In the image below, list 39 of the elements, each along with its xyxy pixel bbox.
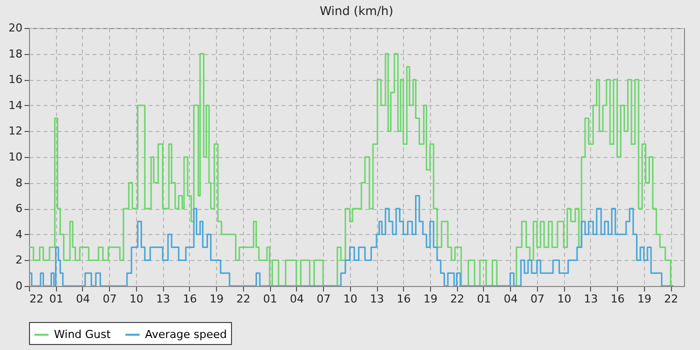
x-tick-label: 22 xyxy=(450,292,464,306)
x-tick-label: 10 xyxy=(557,292,572,306)
y-tick-label: 20 xyxy=(8,22,22,34)
y-tick-label: 18 xyxy=(8,47,22,60)
y-tick-label: 8 xyxy=(16,176,22,190)
y-tick-label: 2 xyxy=(16,254,22,267)
legend-label: Wind Gust xyxy=(54,328,112,341)
x-tick-label: 19 xyxy=(210,292,224,306)
x-tick-label: 04 xyxy=(290,292,304,306)
x-tick-label: 22 xyxy=(30,292,44,306)
y-tick-label: 10 xyxy=(8,150,22,164)
x-tick-label: 16 xyxy=(610,292,625,306)
legend-label: Average speed xyxy=(145,328,227,341)
x-tick-label: 22 xyxy=(236,292,250,306)
y-tick-label: 14 xyxy=(8,98,22,112)
x-tick-label: 13 xyxy=(370,292,384,306)
x-tick-label: 01 xyxy=(263,292,278,306)
x-tick-label: 13 xyxy=(156,292,170,306)
x-tick-label: 10 xyxy=(129,292,144,306)
y-tick-label: 6 xyxy=(16,202,22,216)
x-tick-label: 07 xyxy=(316,292,331,306)
y-tick-label: 16 xyxy=(8,73,22,86)
x-tick-label: 22 xyxy=(664,292,678,306)
x-tick-label: 01 xyxy=(476,292,491,306)
y-tick-label: 4 xyxy=(16,228,22,241)
chart-title: Wind (km/h) xyxy=(320,4,394,18)
x-tick-label: 16 xyxy=(396,292,411,306)
y-tick-label: 12 xyxy=(8,124,22,138)
x-tick-label: 04 xyxy=(504,292,518,306)
x-tick-label: 04 xyxy=(76,292,90,306)
x-tick-label: 07 xyxy=(102,292,117,306)
x-tick-label: 13 xyxy=(584,292,598,306)
x-tick-label: 10 xyxy=(343,292,358,306)
x-tick-label: 07 xyxy=(530,292,544,306)
y-tick-label: 0 xyxy=(16,280,22,292)
x-tick-label: 19 xyxy=(424,292,438,306)
x-tick-label: 16 xyxy=(182,292,197,306)
x-tick-label: 19 xyxy=(637,292,652,306)
x-tick-label: 01 xyxy=(49,292,64,306)
